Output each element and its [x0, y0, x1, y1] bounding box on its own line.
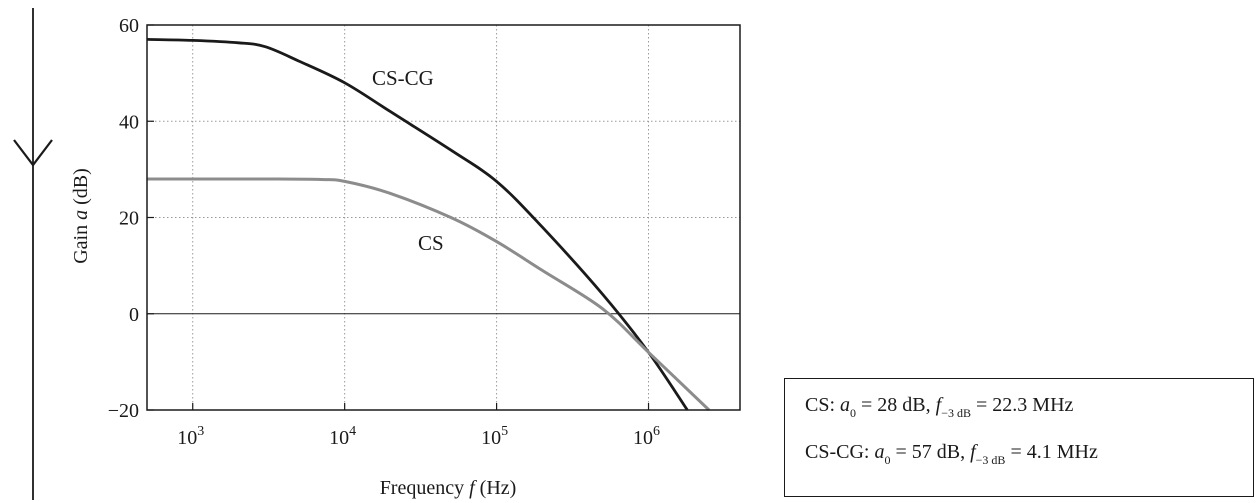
y-tick-labels: 60 40 20 0 −20	[108, 15, 154, 422]
grid-layer	[147, 25, 740, 410]
y-tick-label-3: 0	[129, 304, 139, 326]
series-layer	[146, 38, 711, 412]
x-tick-label-3: 106	[633, 424, 660, 449]
series-line-cs-cg	[146, 38, 689, 411]
x-tick-label-1: 104	[329, 424, 356, 449]
y-tick-label-0: 60	[119, 15, 139, 37]
x-tick-labels: 103 104 105 106	[177, 403, 660, 449]
y-axis-title: Gain a (dB)	[70, 168, 92, 264]
cs-cg-parameters: CS-CG: a0 = 57 dB, f−3 dB = 4.1 MHz	[805, 441, 1098, 467]
x-tick-label-0: 103	[177, 424, 204, 449]
x-tick-label-2: 105	[481, 424, 508, 449]
y-tick-label-4: −20	[108, 400, 139, 422]
parameters-box: CS: a0 = 28 dB, f−3 dB = 22.3 MHz CS-CG:…	[784, 378, 1254, 497]
gain-chart: 60 40 20 0 −20 103 104 105 106 CS-CG CS Frequen…	[13, 8, 741, 500]
y-tick-label-2: 20	[119, 208, 139, 230]
arrow-head-icon	[13, 139, 53, 167]
series-label-cs: CS	[418, 231, 444, 255]
y-tick-label-1: 40	[119, 111, 139, 133]
series-label-cs-cg: CS-CG	[372, 66, 434, 90]
cs-parameters: CS: a0 = 28 dB, f−3 dB = 22.3 MHz	[805, 394, 1074, 420]
series-line-cs	[147, 177, 711, 412]
x-axis-title: Frequency f (Hz)	[380, 477, 517, 499]
